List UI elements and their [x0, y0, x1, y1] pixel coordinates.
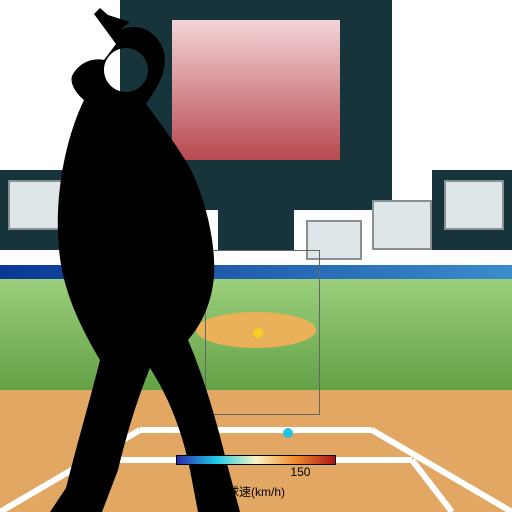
- legend-label: 球速(km/h): [176, 483, 336, 500]
- legend-tick-100: 100: [202, 465, 222, 479]
- batter-silhouette: [0, 0, 512, 512]
- legend-tick-150: 150: [290, 465, 310, 479]
- speed-legend: 100 150 球速(km/h): [176, 455, 336, 500]
- legend-ticks: 100 150: [176, 465, 336, 481]
- legend-colorbar: [176, 455, 336, 465]
- pitch-location-chart: 100 150 球速(km/h): [0, 0, 512, 512]
